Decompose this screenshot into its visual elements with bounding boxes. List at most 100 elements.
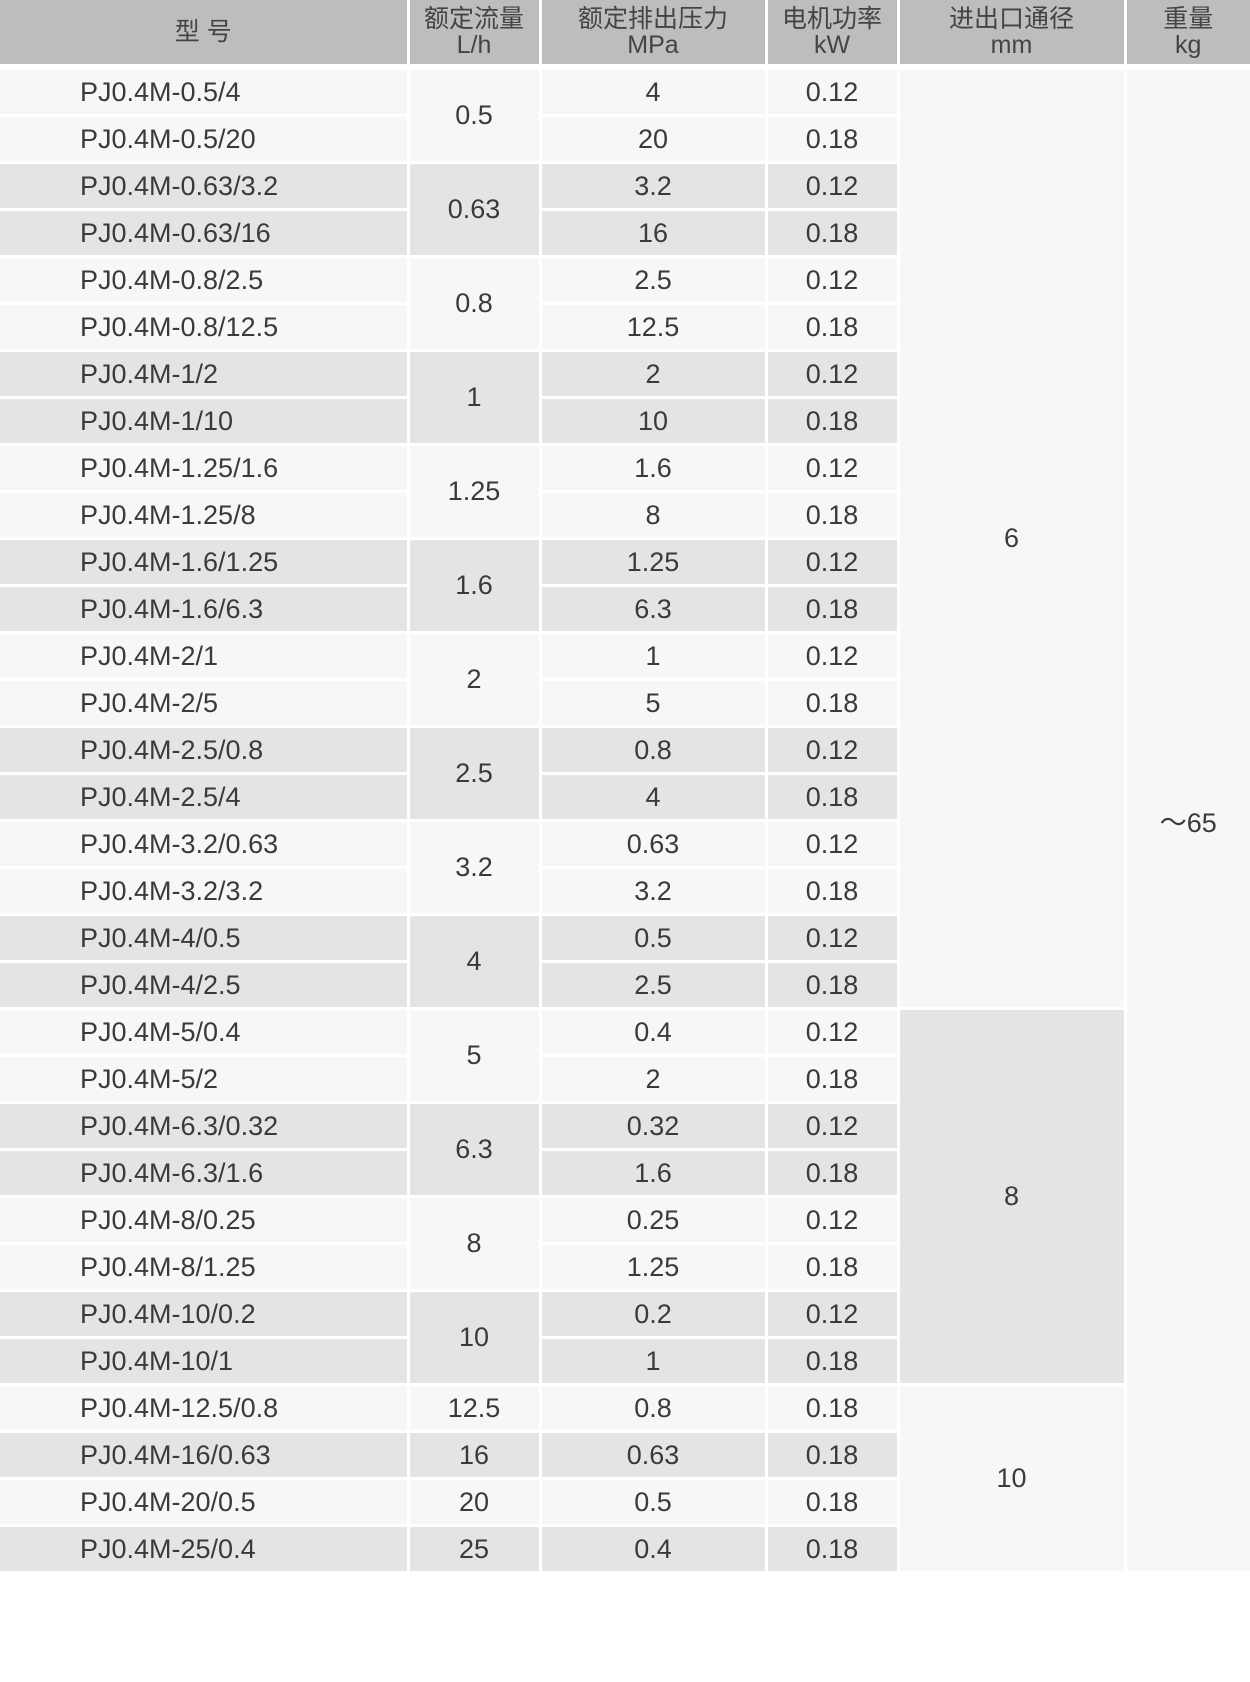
flow-cell: 2: [406, 631, 542, 728]
table-row: PJ0.4M-16/0.63 16 0.63 0.18: [0, 1430, 1250, 1480]
power-cell: 0.12: [764, 913, 900, 963]
pressure-cell: 16: [538, 208, 768, 258]
model-cell: PJ0.4M-4/0.5: [0, 913, 410, 963]
model-cell: PJ0.4M-0.5/20: [0, 114, 410, 164]
model-cell: PJ0.4M-5/0.4: [0, 1007, 410, 1057]
model-cell: PJ0.4M-3.2/3.2: [0, 866, 410, 916]
pressure-cell: 20: [538, 114, 768, 164]
power-cell: 0.18: [764, 1054, 900, 1104]
pressure-cell: 2: [538, 349, 768, 399]
power-cell: 0.18: [764, 772, 900, 822]
pressure-cell: 2.5: [538, 960, 768, 1010]
flow-cell: 1.25: [406, 443, 542, 540]
model-cell: PJ0.4M-5/2: [0, 1054, 410, 1104]
power-cell: 0.18: [764, 584, 900, 634]
flow-cell: 5: [406, 1007, 542, 1104]
header-model: 型 号: [0, 0, 410, 70]
power-cell: 0.18: [764, 1148, 900, 1198]
pressure-cell: 1: [538, 631, 768, 681]
model-cell: PJ0.4M-12.5/0.8: [0, 1383, 410, 1433]
model-cell: PJ0.4M-20/0.5: [0, 1477, 410, 1527]
table-row: PJ0.4M-10/0.2 10 0.2 0.12: [0, 1289, 1250, 1386]
header-pressure: 额定排出压力 MPa: [538, 0, 768, 70]
power-cell: 0.18: [764, 1524, 900, 1574]
pressure-cell: 12.5: [538, 302, 768, 352]
flow-cell: 6.3: [406, 1101, 542, 1198]
header-label: 型 号: [174, 18, 232, 46]
model-cell: PJ0.4M-6.3/0.32: [0, 1101, 410, 1151]
pressure-cell: 1.6: [538, 1148, 768, 1198]
flow-cell: 2.5: [406, 725, 542, 822]
flow-cell: 0.63: [406, 161, 542, 258]
pressure-cell: 0.8: [538, 725, 768, 775]
header-unit: kg: [1175, 31, 1202, 59]
power-cell: 0.18: [764, 1336, 900, 1386]
model-cell: PJ0.4M-2.5/4: [0, 772, 410, 822]
flow-cell: 3.2: [406, 819, 542, 916]
model-cell: PJ0.4M-16/0.63: [0, 1430, 410, 1480]
pressure-cell: 0.25: [538, 1195, 768, 1245]
table-row: PJ0.4M-2/5 5 0.18: [0, 678, 1250, 728]
power-cell: 0.18: [764, 490, 900, 540]
power-cell: 0.12: [764, 255, 900, 305]
pressure-cell: 2.5: [538, 255, 768, 305]
pressure-cell: 3.2: [538, 866, 768, 916]
pressure-cell: 0.63: [538, 819, 768, 869]
flow-cell: 0.5: [406, 65, 542, 164]
model-cell: PJ0.4M-1/2: [0, 349, 410, 399]
table-row: PJ0.4M-5/0.4 5 0.4 0.12 8: [0, 1007, 1250, 1386]
pressure-cell: 3.2: [538, 161, 768, 211]
table-row: PJ0.4M-4/2.5 2.5 0.18: [0, 960, 1250, 1010]
diameter-cell: 8: [896, 1007, 1127, 1386]
table-row: PJ0.4M-8/1.25 1.25 0.18: [0, 1242, 1250, 1292]
model-cell: PJ0.4M-2/5: [0, 678, 410, 728]
model-cell: PJ0.4M-1.25/1.6: [0, 443, 410, 493]
power-cell: 0.18: [764, 1242, 900, 1292]
flow-cell: 25: [406, 1524, 542, 1574]
pressure-cell: 0.2: [538, 1289, 768, 1339]
model-cell: PJ0.4M-25/0.4: [0, 1524, 410, 1574]
flow-cell: 0.8: [406, 255, 542, 352]
power-cell: 0.18: [764, 678, 900, 728]
table-row: PJ0.4M-0.63/16 16 0.18: [0, 208, 1250, 258]
power-cell: 0.18: [764, 208, 900, 258]
table-row: PJ0.4M-4/0.5 4 0.5 0.12: [0, 913, 1250, 1010]
header-unit: mm: [990, 31, 1033, 59]
header-flow: 额定流量 L/h: [406, 0, 542, 70]
table-row: PJ0.4M-0.8/2.5 0.8 2.5 0.12: [0, 255, 1250, 352]
power-cell: 0.12: [764, 1289, 900, 1339]
flow-cell: 16: [406, 1430, 542, 1480]
table-row: PJ0.4M-3.2/0.63 3.2 0.63 0.12: [0, 819, 1250, 916]
model-cell: PJ0.4M-2.5/0.8: [0, 725, 410, 775]
table-row: PJ0.4M-1/2 1 2 0.12: [0, 349, 1250, 446]
header-label: 电机功率: [781, 5, 882, 33]
table-row: PJ0.4M-6.3/0.32 6.3 0.32 0.12: [0, 1101, 1250, 1198]
table-body: PJ0.4M-0.5/4 0.5 4 0.12 6 ～65 PJ0.4M-0.5/20 20 0…: [0, 65, 1250, 1574]
power-cell: 0.18: [764, 396, 900, 446]
power-cell: 0.18: [764, 960, 900, 1010]
flow-cell: 4: [406, 913, 542, 1010]
table-row: PJ0.4M-8/0.25 8 0.25 0.12: [0, 1195, 1250, 1292]
table-row: PJ0.4M-0.63/3.2 0.63 3.2 0.12: [0, 161, 1250, 258]
pressure-cell: 10: [538, 396, 768, 446]
power-cell: 0.18: [764, 302, 900, 352]
model-cell: PJ0.4M-2/1: [0, 631, 410, 681]
model-cell: PJ0.4M-3.2/0.63: [0, 819, 410, 869]
power-cell: 0.12: [764, 1101, 900, 1151]
model-cell: PJ0.4M-8/1.25: [0, 1242, 410, 1292]
power-cell: 0.12: [764, 161, 900, 211]
header-unit: MPa: [627, 31, 679, 59]
model-cell: PJ0.4M-0.63/3.2: [0, 161, 410, 211]
table-row: PJ0.4M-5/2 2 0.18: [0, 1054, 1250, 1104]
model-cell: PJ0.4M-0.5/4: [0, 65, 410, 117]
model-cell: PJ0.4M-4/2.5: [0, 960, 410, 1010]
flow-cell: 10: [406, 1289, 542, 1386]
power-cell: 0.12: [764, 1007, 900, 1057]
table-row: PJ0.4M-1.6/1.25 1.6 1.25 0.12: [0, 537, 1250, 634]
power-cell: 0.18: [764, 1383, 900, 1433]
pressure-cell: 1.25: [538, 1242, 768, 1292]
table-row: PJ0.4M-1/10 10 0.18: [0, 396, 1250, 446]
header-label: 进出口通径: [948, 5, 1074, 33]
pressure-cell: 0.4: [538, 1007, 768, 1057]
table-row: PJ0.4M-25/0.4 25 0.4 0.18: [0, 1524, 1250, 1574]
